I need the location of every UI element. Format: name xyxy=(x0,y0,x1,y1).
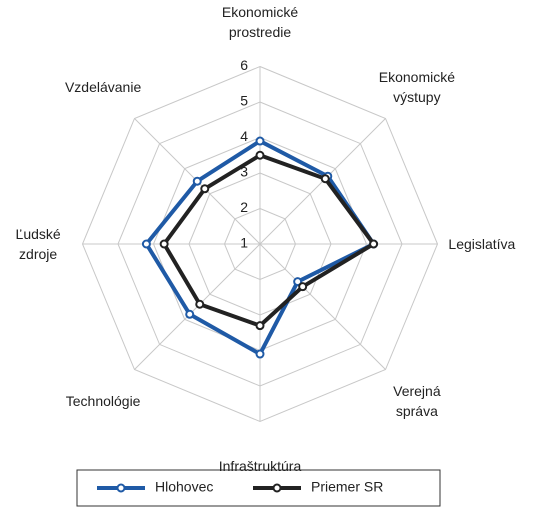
series-marker xyxy=(255,321,265,331)
category-label: Vzdelávanie xyxy=(64,79,142,96)
series-marker xyxy=(159,239,169,249)
legend-marker xyxy=(116,483,126,493)
r-tick-label: 5 xyxy=(240,93,248,109)
series-marker xyxy=(185,309,195,319)
series-marker xyxy=(255,136,265,146)
r-tick-label: 3 xyxy=(240,164,248,180)
legend-label: Priemer SR xyxy=(311,479,383,495)
category-label: Ľudské zdroje xyxy=(15,226,61,262)
legend-marker xyxy=(272,483,282,493)
r-tick-label: 1 xyxy=(240,235,248,251)
series-marker xyxy=(369,239,379,249)
series-marker xyxy=(255,349,265,359)
r-tick-label: 6 xyxy=(240,57,248,73)
category-label: Technológie xyxy=(65,392,141,409)
r-tick-label: 4 xyxy=(240,128,248,144)
series-marker xyxy=(298,282,308,292)
category-label: Infraštruktúra xyxy=(218,457,302,474)
series-marker xyxy=(320,174,330,184)
series-marker xyxy=(255,150,265,160)
axis-spoke xyxy=(259,243,386,370)
r-tick-label: 2 xyxy=(240,199,248,215)
series-marker xyxy=(200,184,210,194)
legend-label: Hlohovec xyxy=(155,479,213,495)
series-marker xyxy=(192,176,202,186)
category-label: Ekonomické prostredie xyxy=(221,4,299,41)
category-label: Ekonomické výstupy xyxy=(378,69,456,106)
series-marker xyxy=(141,239,151,249)
category-label: Legislatíva xyxy=(448,236,516,252)
category-label: Verejná správa xyxy=(393,382,441,419)
series-marker xyxy=(195,299,205,309)
series-marker xyxy=(293,277,303,287)
